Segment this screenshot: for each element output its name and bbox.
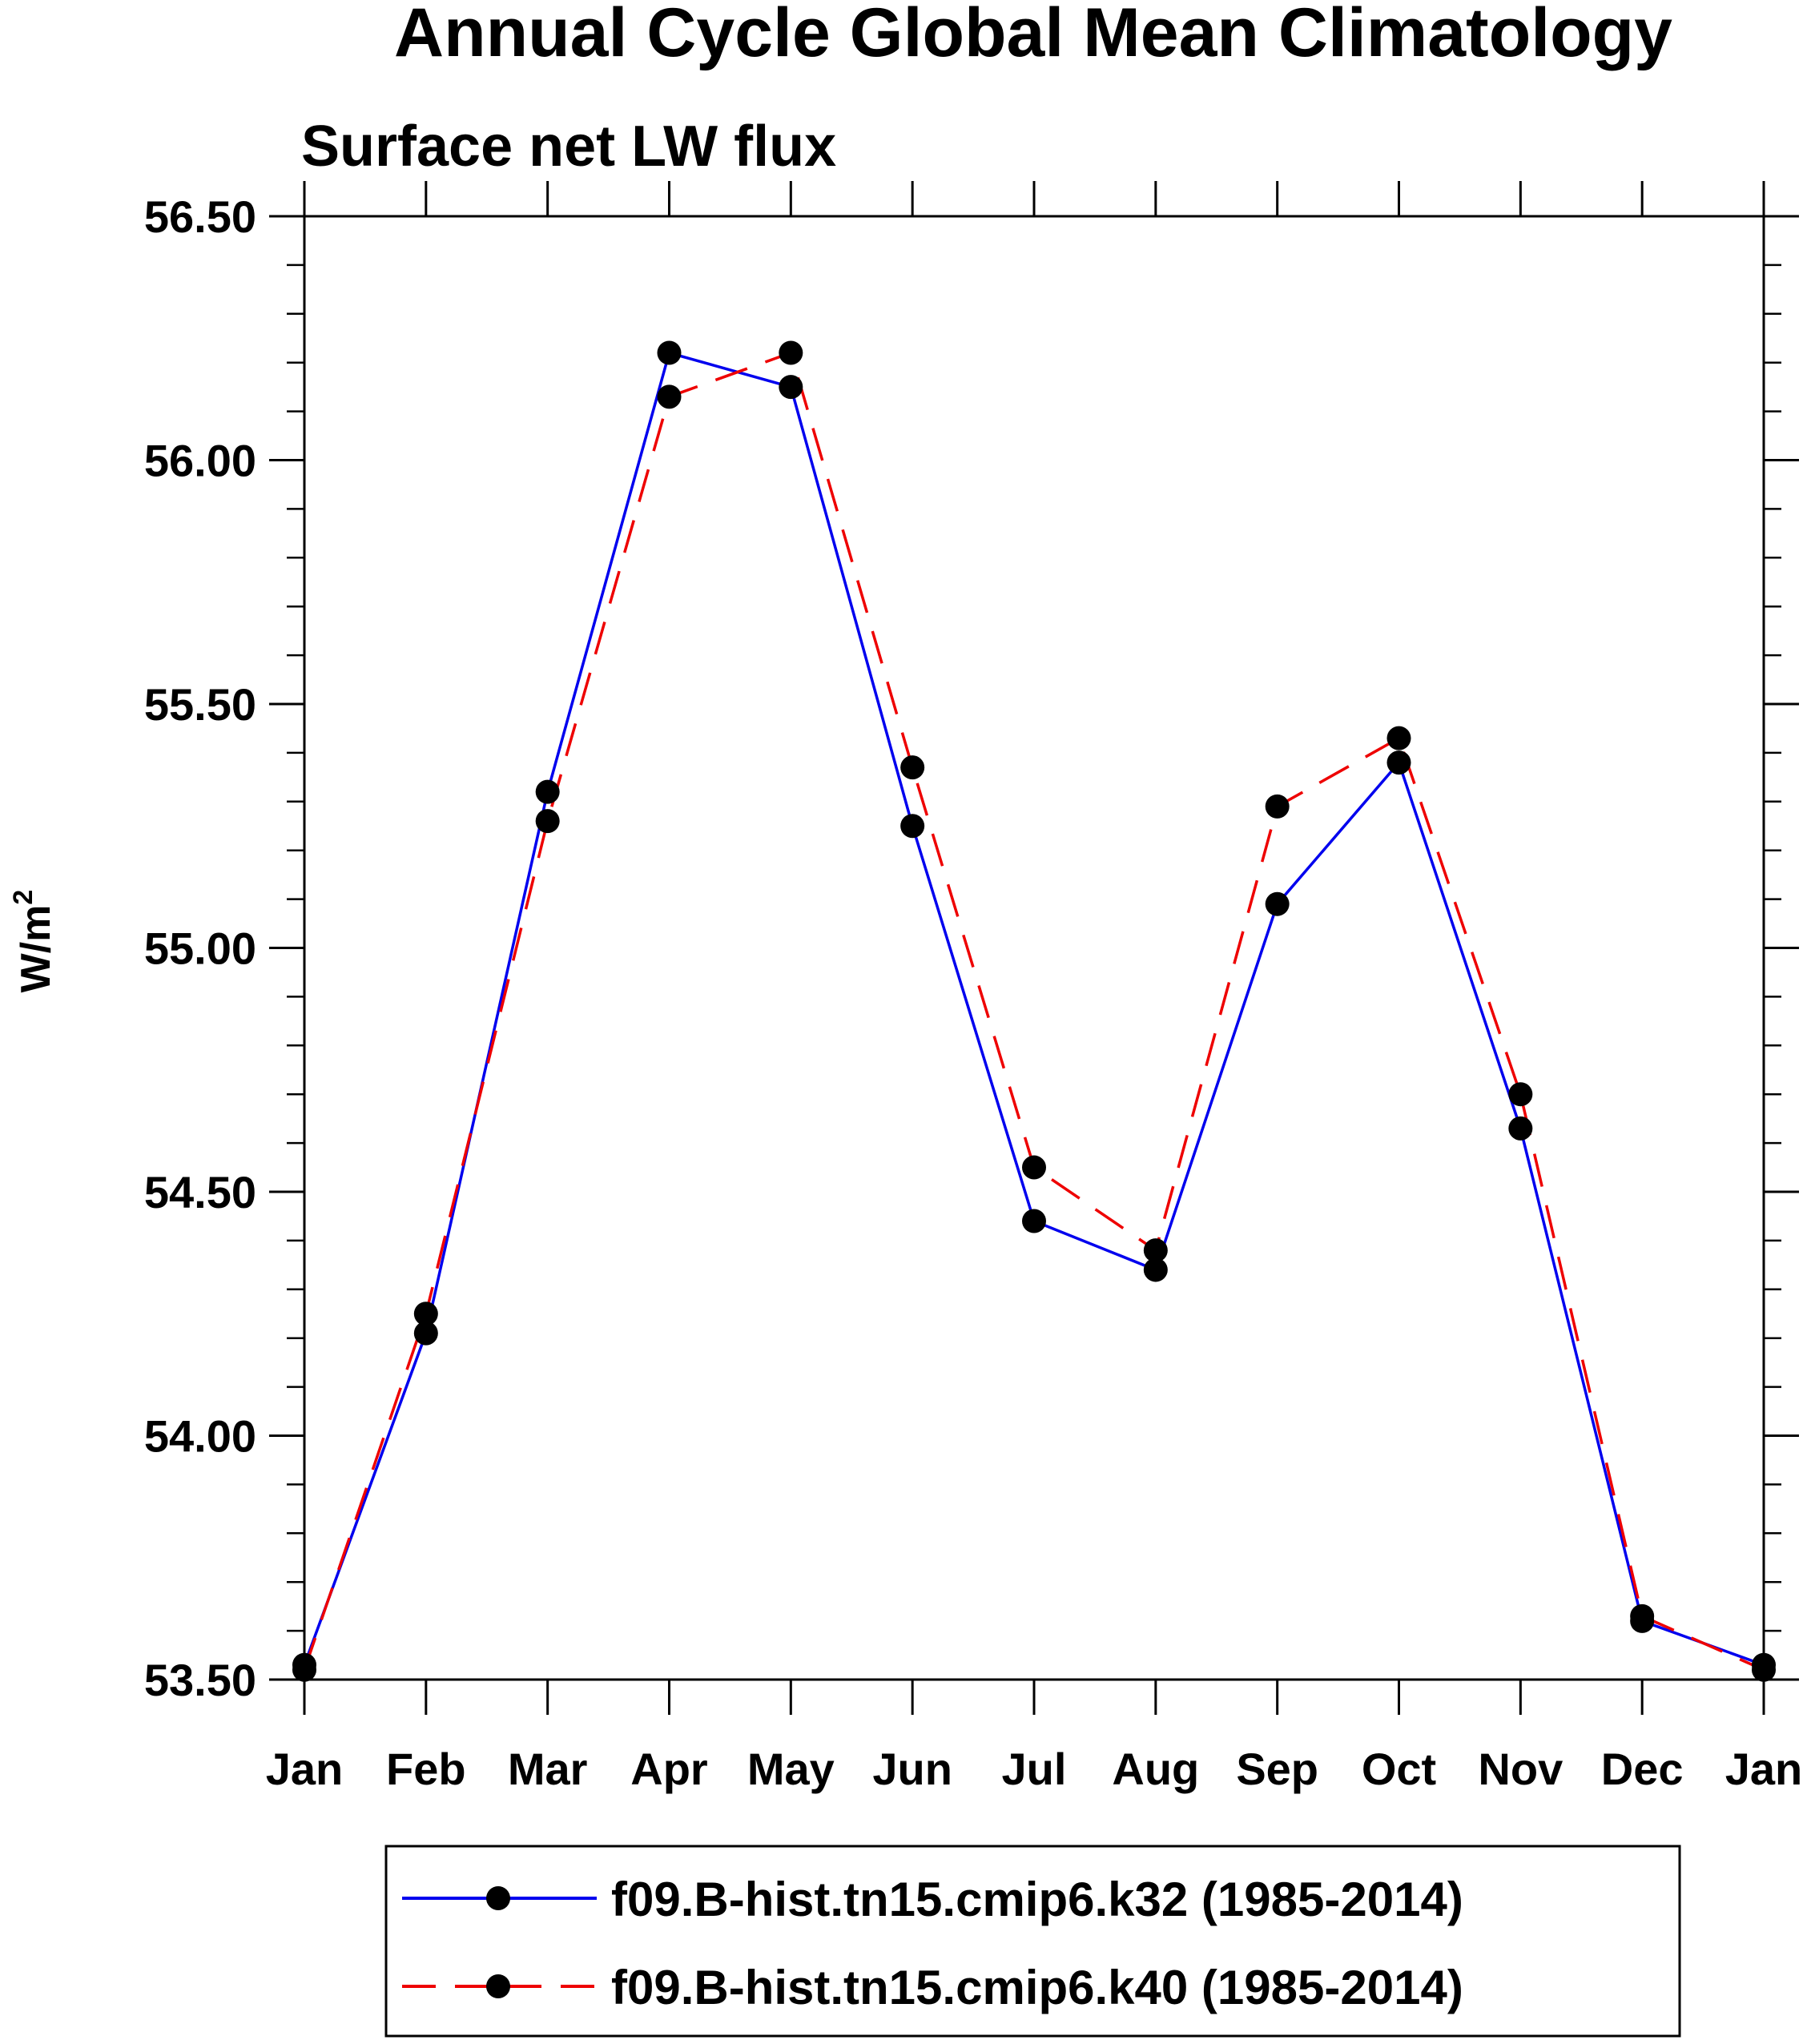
x-tick-label: Apr [630,1744,707,1794]
legend-label-k32: f09.B-hist.tn15.cmip6.k32 (1985-2014) [611,1873,1463,1926]
x-tick-label: Sep [1236,1744,1318,1794]
y-axis-label: W/m2 [8,890,59,993]
axis-ticks [269,181,1799,1715]
data-point-k40 [1630,1603,1655,1628]
y-tick-labels: 53.50 54.00 54.50 55.00 55.50 56.00 56.50 [144,191,256,1705]
series-layer [292,340,1776,1682]
data-point-k32 [779,375,803,400]
x-tick-label: Jan [1725,1744,1803,1794]
data-point-k40 [1022,1155,1046,1180]
data-point-k32 [657,340,682,365]
data-point-k32 [1265,891,1290,916]
data-point-k32 [900,814,925,839]
data-point-k32 [1143,1257,1168,1282]
chart-subtitle: Surface net LW flux [301,115,836,179]
x-tick-labels: Jan Feb Mar Apr May Jun Jul Aug Sep Oct Nov Dec Jan [266,1744,1803,1794]
x-tick-label: Nov [1478,1744,1563,1794]
x-tick-label: Feb [386,1744,466,1794]
data-point-k40 [1143,1238,1168,1263]
data-point-k32 [1508,1116,1533,1141]
y-tick-label: 54.50 [144,1167,256,1217]
x-tick-label: Aug [1112,1744,1199,1794]
data-point-k32 [413,1321,438,1346]
data-point-k40 [535,809,560,834]
y-tick-label: 55.00 [144,923,256,974]
data-point-k40 [1265,794,1290,819]
x-tick-label: Jun [872,1744,952,1794]
data-point-k32 [535,779,560,804]
series-line-k32 [303,351,1765,1667]
legend-label-k40: f09.B-hist.tn15.cmip6.k40 (1985-2014) [611,1961,1463,2014]
y-tick-label: 56.50 [144,191,256,242]
data-point-k32 [1022,1209,1046,1233]
x-tick-label: Oct [1362,1744,1436,1794]
data-point-k40 [1508,1082,1533,1107]
series-line-k40 [303,351,1765,1672]
y-tick-label: 54.00 [144,1411,256,1462]
y-axis-label-unit: W/m [13,905,59,993]
legend: f09.B-hist.tn15.cmip6.k32 (1985-2014) f0… [384,1845,1681,2038]
y-tick-label: 56.00 [144,436,256,486]
x-tick-label: Jul [1002,1744,1067,1794]
data-point-k40 [657,384,682,409]
data-point-k40 [1752,1657,1776,1682]
data-point-k40 [900,755,925,780]
plot-frame [303,215,1765,1681]
data-point-k40 [292,1657,316,1682]
legend-marker-k40 [486,1974,510,1998]
legend-marker-k32 [486,1886,510,1910]
x-tick-label: Dec [1601,1744,1684,1794]
legend-box [384,1845,1681,2038]
chart-title: Annual Cycle Global Mean Climatology [394,0,1672,71]
data-point-k40 [413,1302,438,1326]
x-tick-label: Mar [508,1744,588,1794]
y-tick-label: 53.50 [144,1655,256,1705]
data-point-k40 [1386,726,1411,750]
x-tick-label: Jan [266,1744,344,1794]
data-point-k32 [1386,750,1411,775]
y-axis-label-exponent: 2 [8,890,38,905]
x-tick-label: May [747,1744,835,1794]
y-tick-label: 55.50 [144,679,256,730]
data-point-k40 [779,340,803,365]
